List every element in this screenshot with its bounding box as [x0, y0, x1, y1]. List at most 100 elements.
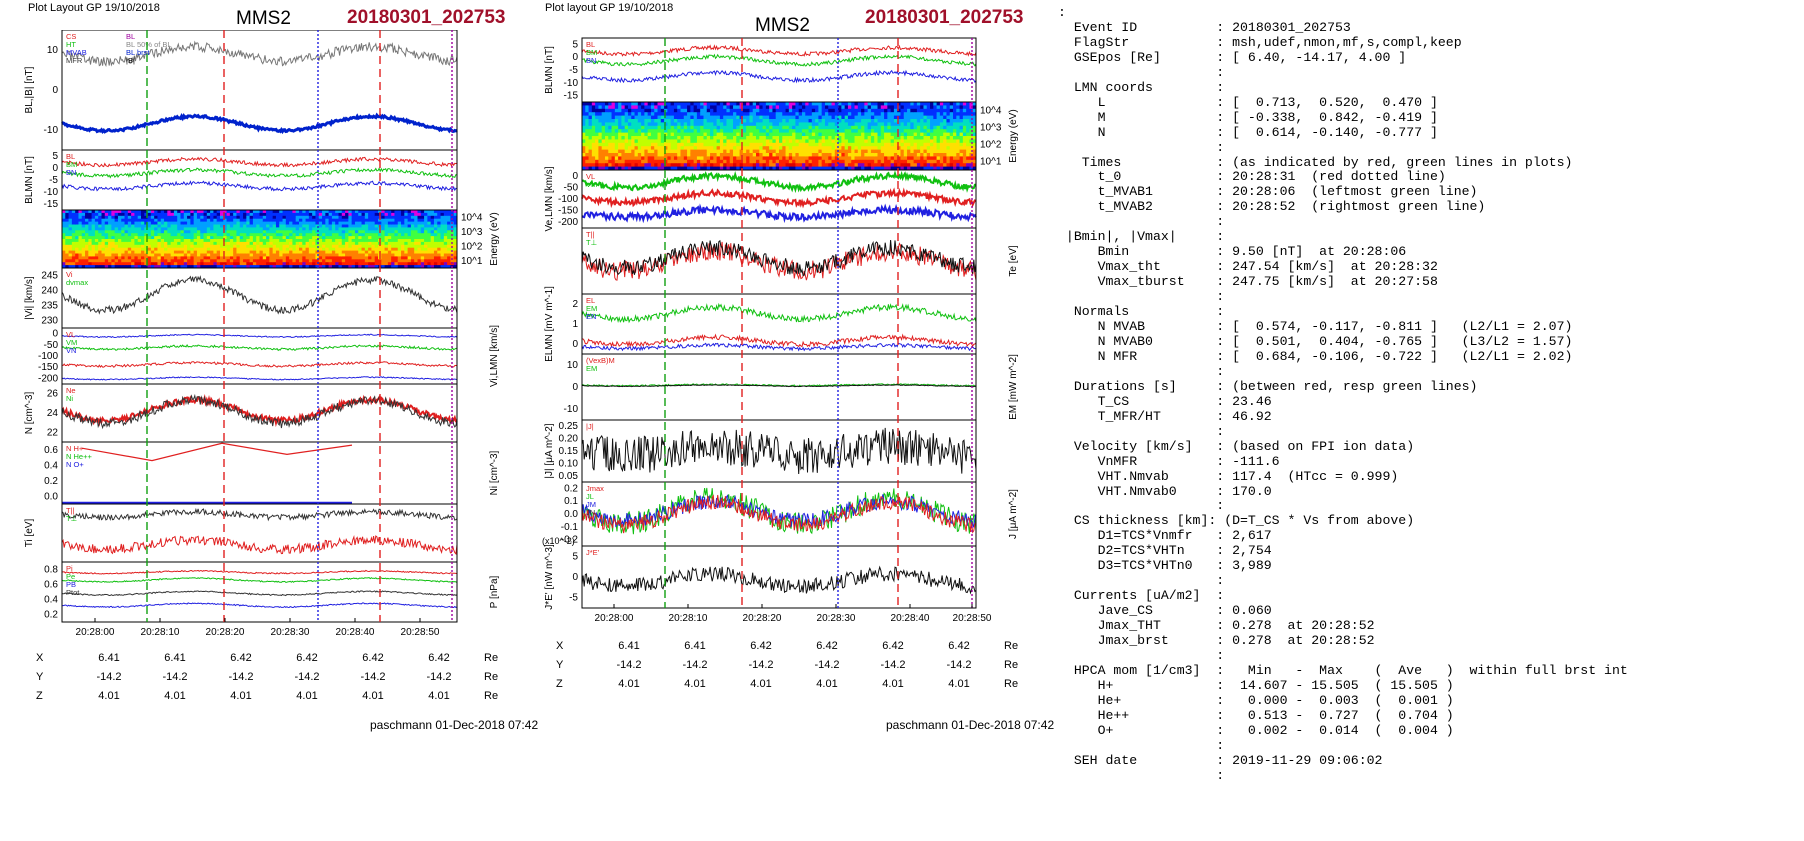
series-line [581, 53, 977, 67]
legend-entry: Vi [66, 270, 73, 279]
y-axis-label: Vi,LMN [km/s] [489, 325, 500, 387]
legend-entry: VL [586, 172, 595, 181]
y-axis-label: P [nPa] [489, 575, 500, 608]
tick-label: 10^1 [980, 157, 1002, 168]
summary-line: He++ : 0.513 - 0.727 ( 0.704 ) [1058, 707, 1454, 723]
position-value: -14.2 [426, 670, 452, 683]
legend-entry: EL [586, 296, 595, 305]
position-value: -14.2 [228, 670, 254, 683]
position-row: X 6.41 6.41 6.42 6.42 6.42 6.42 Re [556, 636, 1018, 655]
x-tick-label: 20:28:40 [891, 613, 930, 624]
event-summary-text: : Event ID : 20180301_202753 FlagStr : m… [1058, 5, 1628, 784]
summary-line: Jave_CS : 0.060 [1058, 603, 1272, 619]
x-tick-label: 20:28:10 [669, 613, 708, 624]
position-row: X 6.41 6.41 6.42 6.42 6.42 6.42 Re [36, 648, 498, 667]
tick-label: 10 [47, 45, 59, 56]
legend-entry: (VexB)M [586, 356, 615, 365]
y-axis-label: |Vi| [km/s] [24, 276, 35, 320]
legend-entry: Pe [66, 572, 75, 581]
summary-line: N MVAB0 : [ 0.501, 0.404, -0.765 ] (L3/L… [1058, 333, 1573, 349]
summary-line: Event ID : 20180301_202753 [1058, 19, 1351, 35]
tick-label: 5 [572, 551, 578, 562]
tick-label: -200 [558, 217, 578, 228]
legend-entry: BN [66, 168, 76, 177]
summary-line: GSEpos [Re] : [ 6.40, -14.17, 4.00 ] [1058, 49, 1407, 65]
series-line [581, 565, 977, 595]
legend-entry: JL [586, 492, 594, 501]
tick-label: 24 [47, 408, 59, 419]
summary-line: : [1058, 363, 1225, 379]
panel-frame [61, 30, 458, 151]
position-value: 4.01 [98, 689, 120, 702]
position-value: 6.41 [618, 639, 640, 652]
panel-frame [581, 227, 977, 295]
position-value: 6.41 [98, 651, 120, 664]
series-line [61, 507, 458, 522]
y-axis-label: Ni [cm^-3] [489, 450, 500, 495]
tick-label: -150 [558, 206, 578, 217]
legend-entry: T⊥ [66, 514, 78, 523]
legend-entry: EN [586, 312, 596, 321]
tick-label: 10^2 [980, 140, 1002, 151]
position-value: 4.01 [296, 689, 318, 702]
legend-entry: BM [586, 48, 597, 57]
legend-entry: |B| [126, 56, 135, 65]
tick-label: 0 [572, 52, 578, 63]
legend-entry: N H+ [66, 444, 84, 453]
tick-label: 0.1 [564, 496, 578, 507]
tick-label: -10 [44, 125, 59, 136]
right-event-id: 20180301_202753 [865, 7, 1024, 28]
x-tick-label: 20:28:10 [141, 627, 180, 638]
y-axis-label: N [cm^-3] [24, 392, 35, 435]
position-value: 6.42 [428, 651, 450, 664]
summary-line: : [1058, 498, 1225, 514]
tick-label: 22 [47, 427, 59, 438]
summary-line: CS thickness [km]: (D=T_CS * Vs from abo… [1058, 513, 1415, 529]
summary-line: Velocity [km/s] : (based on FPI ion data… [1058, 438, 1415, 454]
tick-label: 0 [572, 339, 578, 350]
tick-label: -100 [38, 351, 58, 362]
position-row: Z 4.01 4.01 4.01 4.01 4.01 4.01 Re [556, 674, 1018, 693]
position-value: 4.01 [750, 677, 772, 690]
series-line [581, 170, 977, 194]
summary-line: VHT.Nmvab : 117.4 (HTcc = 0.999) [1058, 468, 1399, 484]
tick-label: 10^4 [980, 106, 1002, 117]
summary-line: : [1058, 737, 1225, 753]
y-axis-label: |J| [μA m^-2] [544, 423, 555, 478]
tick-label: -15 [564, 91, 579, 102]
position-value: 4.01 [362, 689, 384, 702]
tick-label: 0.6 [44, 445, 58, 456]
x-tick-label: 20:28:00 [76, 627, 115, 638]
summary-line: N MVAB : [ 0.574, -0.117, -0.811 ] (L2/L… [1058, 319, 1573, 335]
panel-9: 5 0 -5 J*E' [nW m^-3] J*E' (x10^-2) [542, 536, 977, 610]
tick-label: 26 [47, 389, 59, 400]
position-row: Y -14.2 -14.2 -14.2 -14.2 -14.2 -14.2 Re [556, 655, 1018, 674]
left-spacecraft-title: MMS2 [236, 8, 291, 29]
series-line [581, 342, 977, 352]
position-value: -14.2 [946, 658, 972, 671]
position-value: 4.01 [948, 677, 970, 690]
position-unit: Re [484, 670, 499, 683]
y-axis-label: BL,|B| [nT] [24, 66, 35, 113]
summary-line: Jmax_THT : 0.278 at 20:28:52 [1058, 618, 1375, 634]
tick-label: 10 [567, 360, 579, 371]
position-unit: Re [484, 689, 499, 702]
position-value: 6.42 [948, 639, 970, 652]
tick-label: 5 [52, 151, 58, 162]
legend-entry: N He++ [66, 452, 92, 461]
panel-frame [581, 353, 977, 421]
position-value: -14.2 [294, 670, 320, 683]
position-axis-label: Z [36, 689, 43, 702]
tick-label: -15 [44, 199, 59, 210]
y-axis-label: Ve,LMN [km/s] [544, 166, 555, 231]
series-line [61, 40, 458, 68]
summary-line: VHT.Nmvab0 : 170.0 [1058, 483, 1272, 499]
summary-line: Jmax_brst : 0.278 at 20:28:52 [1058, 633, 1375, 649]
position-row: Z 4.01 4.01 4.01 4.01 4.01 4.01 Re [36, 686, 498, 705]
summary-line: N MFR : [ 0.684, -0.106, -0.722 ] (L2/L1… [1058, 348, 1573, 364]
x-tick-label: 20:28:30 [271, 627, 310, 638]
position-value: -14.2 [162, 670, 188, 683]
